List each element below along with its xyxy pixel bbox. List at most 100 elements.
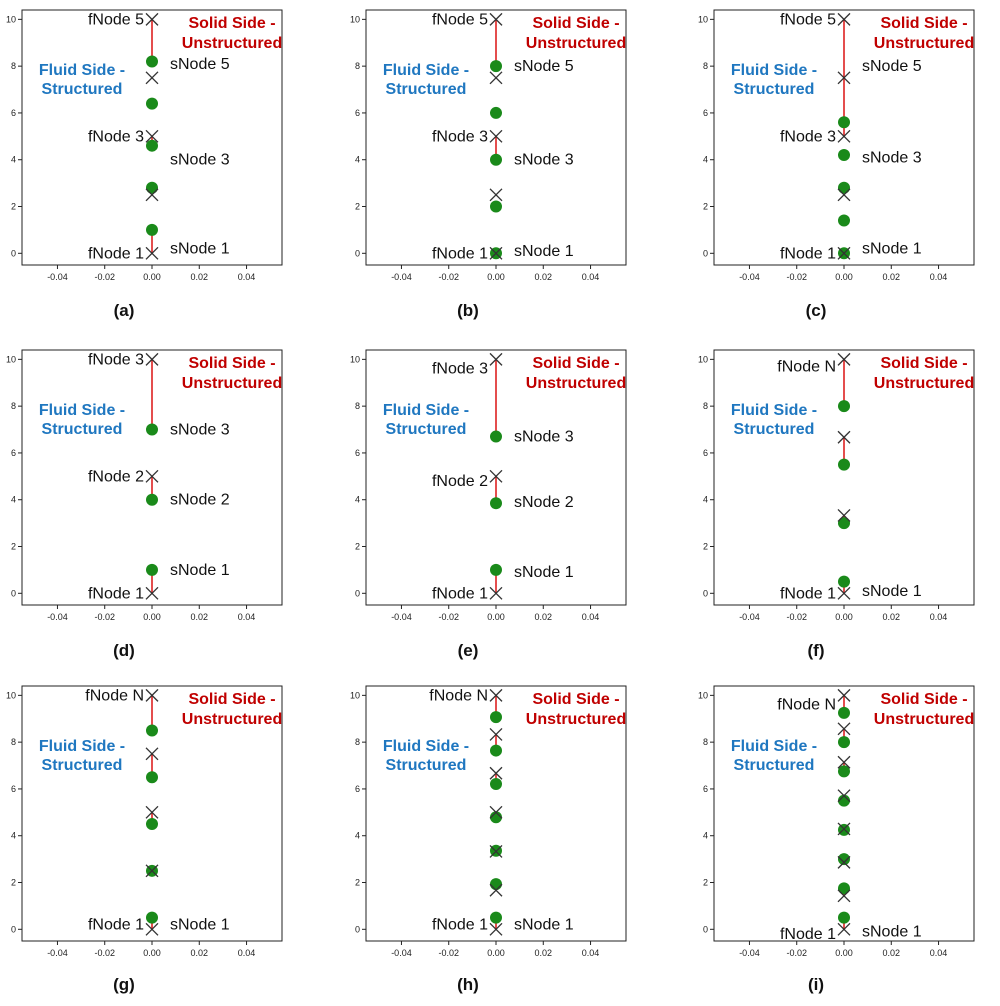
solid-node-label: sNode 1 <box>170 917 230 934</box>
solid-node-label: sNode 5 <box>514 58 574 75</box>
solid-node-point <box>490 878 502 891</box>
y-tick-label: 2 <box>703 878 708 888</box>
x-tick-label: -0.04 <box>739 272 760 282</box>
solid-node-label: sNode 1 <box>514 917 574 934</box>
x-tick-label: 0.04 <box>930 612 948 622</box>
x-tick-label: 0.04 <box>930 948 948 958</box>
x-tick-label: 0.04 <box>238 272 256 282</box>
fluid-node-stroke <box>489 469 503 483</box>
x-tick-label: -0.02 <box>94 948 115 958</box>
fluid-node-stroke <box>145 12 159 26</box>
y-tick-label: 2 <box>11 878 16 888</box>
fluid-node-marker <box>837 246 851 260</box>
panel-g: -0.04 -0.02 0.00 0.02 0.04 0 2 4 6 8 10 fNode N fNod… <box>6 685 283 994</box>
fluid-node-stroke <box>837 922 851 936</box>
fluid-node-marker <box>837 508 851 522</box>
fluid-node-stroke <box>489 883 503 897</box>
fluid-node-marker <box>489 688 503 702</box>
solid-node-label: sNode 1 <box>514 564 574 581</box>
solid-side-label: Unstructured <box>874 711 974 728</box>
fluid-side-label: Structured <box>42 421 123 438</box>
y-tick-label: 10 <box>698 690 708 700</box>
solid-side-label: Solid Side - <box>188 691 275 708</box>
y-tick-label: 8 <box>355 61 360 71</box>
x-tick-label: -0.02 <box>438 612 459 622</box>
y-tick-label: 0 <box>11 588 16 598</box>
fluid-node-marker <box>489 727 503 741</box>
fluid-node-marker <box>489 883 503 897</box>
fluid-node-stroke <box>489 586 503 600</box>
fluid-node-stroke <box>145 129 159 143</box>
x-tick-label: -0.04 <box>47 612 68 622</box>
solid-node-label: sNode 5 <box>862 58 922 75</box>
solid-node-point <box>838 882 850 895</box>
fluid-side-label: Fluid Side - <box>39 62 125 79</box>
x-tick-label: -0.02 <box>786 612 807 622</box>
fluid-node-label: fNode 1 <box>88 917 144 934</box>
fluid-node-marker <box>145 469 159 483</box>
panel-caption: (f) <box>808 641 825 660</box>
panel-caption: (e) <box>458 641 479 660</box>
solid-node-point <box>146 139 158 152</box>
solid-node-point <box>490 153 502 166</box>
fluid-node-stroke <box>145 352 159 366</box>
y-tick-label: 6 <box>703 448 708 458</box>
fluid-node-label: fNode 3 <box>88 351 144 368</box>
fluid-node-marker <box>489 805 503 819</box>
fluid-node-stroke <box>837 71 851 85</box>
fluid-node-stroke <box>837 586 851 600</box>
fluid-node-marker <box>145 71 159 85</box>
solid-node-label: sNode 1 <box>862 583 922 600</box>
x-tick-label: -0.04 <box>739 612 760 622</box>
x-tick-label: 0.02 <box>883 612 901 622</box>
x-tick-label: 0.04 <box>582 948 600 958</box>
fluid-node-label: fNode N <box>429 687 488 704</box>
fluid-node-stroke <box>837 508 851 522</box>
solid-node-label: sNode 5 <box>170 56 230 73</box>
fluid-side-label: Fluid Side - <box>39 402 125 419</box>
y-tick-label: 8 <box>11 737 16 747</box>
y-tick-label: 8 <box>355 401 360 411</box>
y-tick-label: 6 <box>11 784 16 794</box>
fluid-node-marker <box>837 430 851 444</box>
solid-node-point <box>838 765 850 778</box>
panel-f: -0.04 -0.02 0.00 0.02 0.04 0 2 4 6 8 10 fNode N fNod… <box>698 349 975 660</box>
fluid-node-stroke <box>837 789 851 803</box>
y-tick-label: 0 <box>703 248 708 258</box>
fluid-node-label: fNode 1 <box>88 585 144 602</box>
fluid-node-marker <box>837 12 851 26</box>
fluid-node-marker <box>145 864 159 878</box>
solid-node-label: sNode 3 <box>514 429 574 446</box>
fluid-node-stroke <box>489 766 503 780</box>
fluid-node-label: fNode N <box>777 358 836 375</box>
panel-a: -0.04 -0.02 0.00 0.02 0.04 0 2 4 6 8 10 fNode 5 fNod… <box>6 9 283 320</box>
fluid-node-marker <box>145 688 159 702</box>
solid-node-point <box>838 517 850 530</box>
y-tick-label: 0 <box>703 924 708 934</box>
solid-node-label: sNode 3 <box>514 152 574 169</box>
fluid-node-label: fNode 3 <box>88 128 144 145</box>
solid-node-point <box>490 60 502 73</box>
y-tick-label: 6 <box>355 448 360 458</box>
y-tick-label: 2 <box>703 202 708 212</box>
fluid-node-marker <box>837 71 851 85</box>
fluid-node-label: fNode 2 <box>432 473 488 490</box>
x-tick-label: 0.04 <box>582 272 600 282</box>
solid-node-label: sNode 3 <box>170 422 230 439</box>
y-tick-label: 8 <box>703 61 708 71</box>
fluid-node-stroke <box>489 188 503 202</box>
fluid-node-stroke <box>837 430 851 444</box>
x-tick-label: -0.04 <box>47 272 68 282</box>
fluid-node-marker <box>489 246 503 260</box>
y-tick-label: 0 <box>11 924 16 934</box>
fluid-node-label: fNode 1 <box>88 245 144 262</box>
solid-node-point <box>146 55 158 68</box>
y-tick-label: 10 <box>350 14 360 24</box>
fluid-node-label: fNode 5 <box>780 11 836 28</box>
fluid-node-marker <box>837 889 851 903</box>
panel-h: -0.04 -0.02 0.00 0.02 0.04 0 2 4 6 8 10 fNode N fNod… <box>350 685 627 994</box>
solid-node-point <box>490 497 502 510</box>
solid-node-label: sNode 2 <box>170 492 230 509</box>
x-tick-label: 0.04 <box>238 948 256 958</box>
y-tick-label: 10 <box>350 354 360 364</box>
